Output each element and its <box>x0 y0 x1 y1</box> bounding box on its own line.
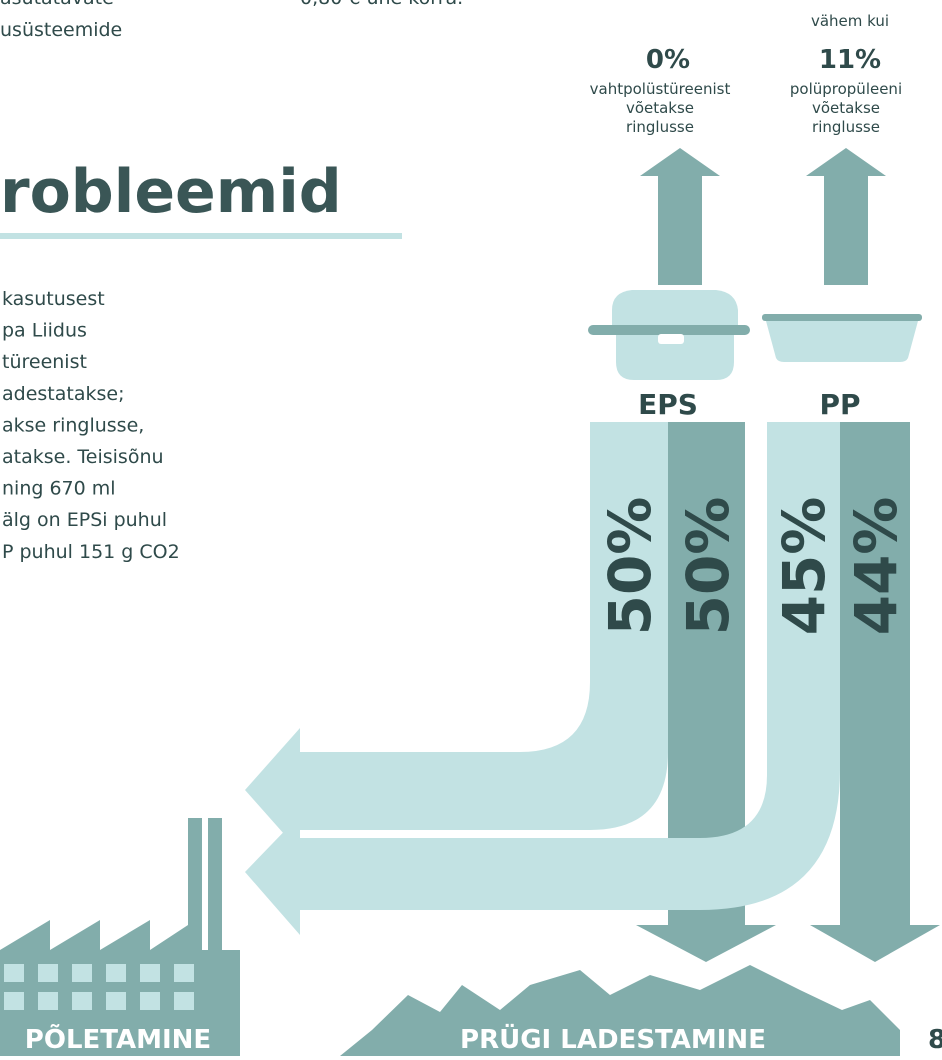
recycling-text: võetakse <box>626 99 694 117</box>
body-line: P puhul 151 g CO2 <box>2 541 180 563</box>
top-left-line: asutatavate <box>0 0 114 9</box>
body-line: türeenist <box>2 351 87 373</box>
body-line: pa Liidus <box>2 320 87 342</box>
body-line: atakse. Teisisõnu <box>2 446 164 468</box>
top-left-line: usüsteemide <box>0 19 122 41</box>
material-label: EPS <box>638 388 698 421</box>
body-line: kasutusest <box>2 288 105 310</box>
page: asutatavate usüsteemide 0,80 € ühe korra… <box>0 0 942 1056</box>
pp-tray <box>766 321 918 362</box>
recycling-percent: 11% <box>819 45 881 75</box>
recycling-text: ringlusse <box>626 118 694 136</box>
body-line: adestatakse; <box>2 383 124 405</box>
flow-percent: 50% <box>596 497 664 636</box>
material-label: PP <box>819 388 860 421</box>
body-line: akse ringlusse, <box>2 414 144 436</box>
eps-container-tab <box>658 334 684 344</box>
recycling-text: ringlusse <box>812 118 880 136</box>
up-arrow <box>640 148 720 285</box>
eps-container-rim <box>588 325 750 335</box>
flow-percent: 44% <box>842 497 910 636</box>
recycling-text: polüpropüleeni <box>790 80 902 98</box>
eps-container-lid <box>612 290 738 330</box>
destination-label: PRÜGI LADESTAMINE <box>460 1022 766 1055</box>
recycling-percent: 0% <box>646 45 690 75</box>
eps-incineration-flow <box>245 422 668 852</box>
page-number: 8 <box>928 1025 942 1055</box>
recycling-prefix: vähem kui <box>811 12 889 30</box>
flow-percent: 50% <box>674 497 742 636</box>
factory-icon <box>0 818 240 1056</box>
pp-incineration-flow <box>245 422 840 935</box>
body-line: ning 670 ml <box>2 478 116 500</box>
flow-percent: 45% <box>770 497 838 636</box>
recycling-text: vahtpolüstüreenist <box>590 80 731 98</box>
top-middle-text: 0,80 € ühe korra. <box>300 0 463 9</box>
pp-tray-rim <box>762 314 922 321</box>
up-arrow <box>806 148 886 285</box>
recycling-text: võetakse <box>812 99 880 117</box>
destination-label: PÕLETAMINE <box>25 1023 211 1055</box>
body-line: älg on EPSi puhul <box>2 509 167 531</box>
body-text: kasutusest pa Liidus türeenist adestatakse;… <box>2 288 180 563</box>
heading: robleemid <box>0 157 342 227</box>
